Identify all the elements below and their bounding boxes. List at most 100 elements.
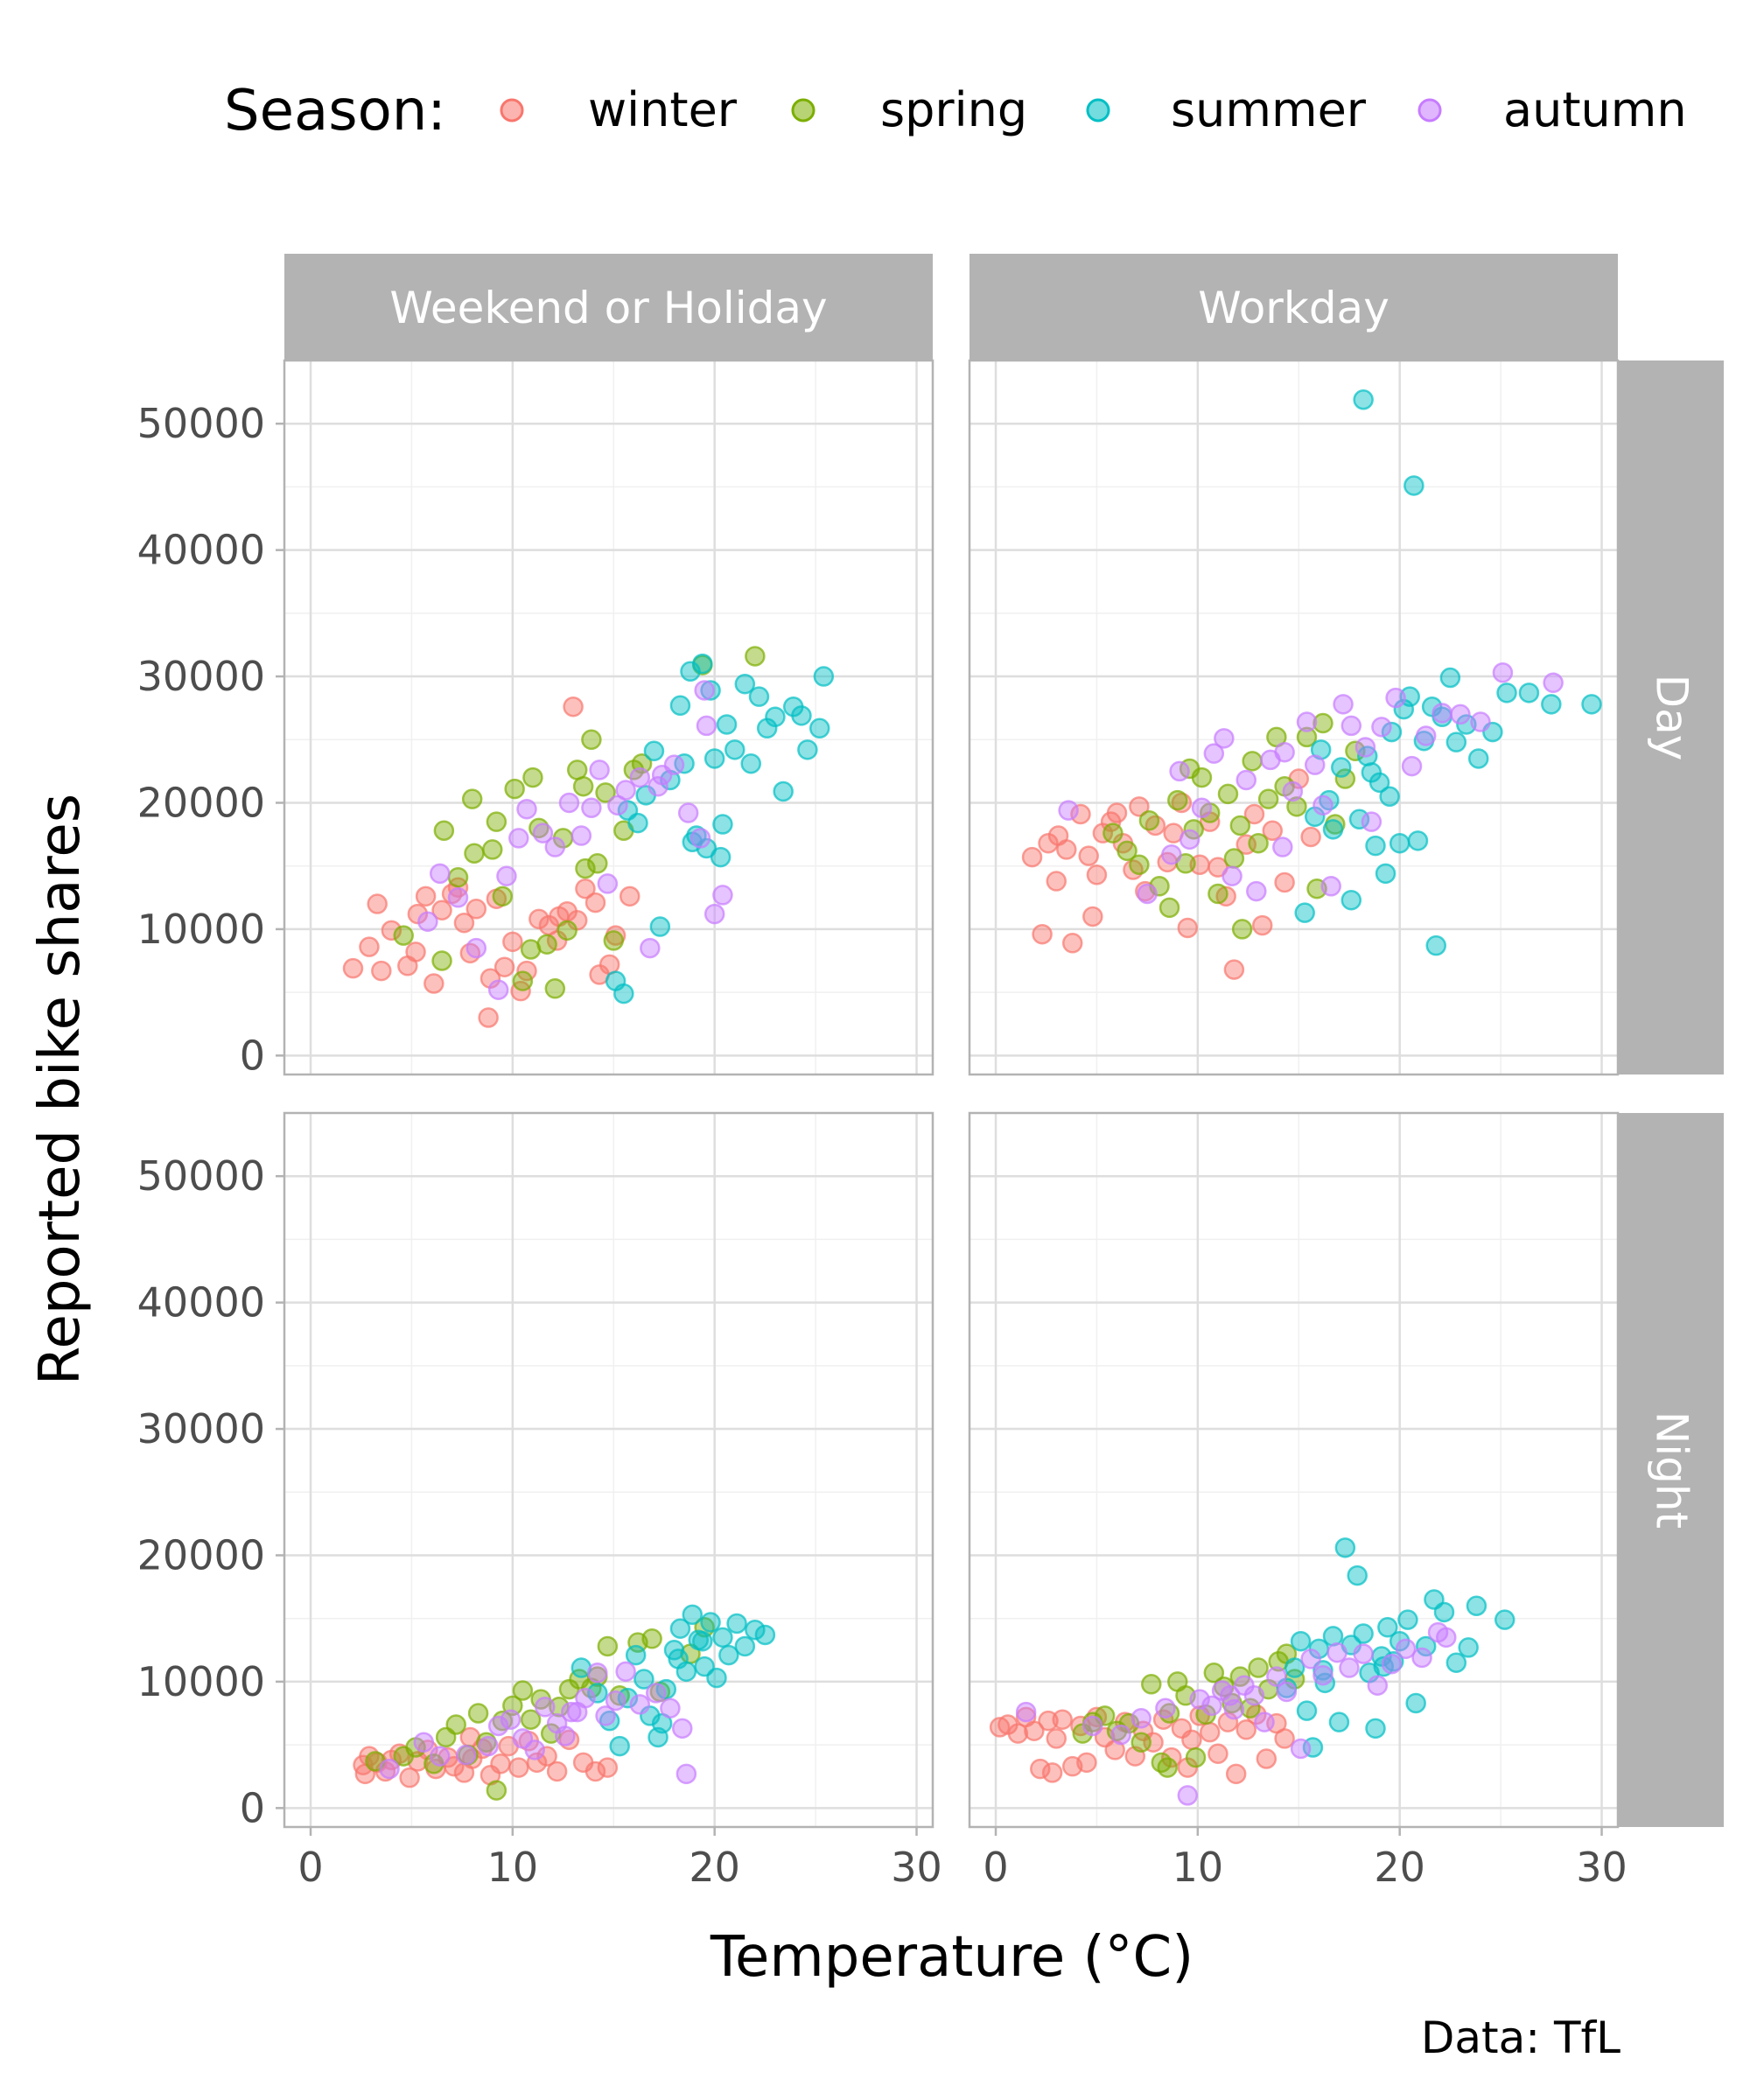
point-autumn (466, 937, 487, 959)
x-tick-label: 30 (1576, 1844, 1628, 1891)
point-winter (1177, 917, 1199, 939)
point-autumn (487, 1715, 509, 1737)
point-summer (643, 740, 665, 762)
point-spring (461, 788, 483, 809)
point-spring (556, 920, 578, 942)
point-summer (706, 1667, 727, 1689)
point-summer (1446, 732, 1467, 752)
point-autumn (629, 1694, 651, 1715)
point-summer (692, 653, 713, 675)
point-winter (1274, 872, 1295, 893)
point-autumn (1276, 1681, 1298, 1703)
point-spring (1167, 789, 1188, 811)
point-winter (1251, 914, 1273, 936)
point-autumn (1450, 704, 1471, 725)
point-autumn (1385, 687, 1406, 709)
legend: Season: winter spring summer autumn (224, 79, 1687, 144)
point-autumn (1339, 1657, 1360, 1678)
x-tick-label: 20 (1374, 1844, 1425, 1891)
point-autumn (535, 1697, 556, 1718)
point-summer (627, 812, 648, 834)
point-summer (669, 695, 691, 717)
point-autumn (532, 822, 554, 844)
point-summer (1381, 721, 1403, 743)
point-spring (1334, 768, 1356, 789)
point-summer (797, 739, 818, 760)
point-winter (1243, 803, 1265, 825)
point-winter (1274, 1728, 1295, 1749)
point-summer (1404, 475, 1424, 496)
point-summer (1296, 1700, 1318, 1721)
point-autumn (1312, 1664, 1334, 1686)
point-autumn (1333, 694, 1354, 715)
point-autumn (575, 1687, 596, 1709)
point-summer (1433, 1601, 1455, 1623)
point-autumn (1395, 1638, 1417, 1660)
point-spring (1248, 1657, 1269, 1678)
point-spring (1286, 796, 1307, 817)
point-summer (696, 837, 718, 859)
point-autumn (1201, 1695, 1222, 1717)
point-autumn (1415, 725, 1437, 746)
point-spring (492, 886, 514, 907)
point-autumn (694, 680, 715, 701)
point-spring (575, 858, 596, 879)
point-spring (486, 1780, 508, 1801)
y-tick-label: 30000 (137, 653, 265, 700)
point-autumn (1432, 703, 1452, 724)
strip-label: Night (1647, 1411, 1698, 1529)
point-autumn (660, 1698, 681, 1718)
point-summer (808, 718, 830, 739)
y-tick-label: 0 (240, 1032, 265, 1079)
point-summer (712, 814, 733, 835)
point-autumn (1543, 672, 1564, 694)
point-autumn (447, 887, 469, 908)
point-autumn (570, 825, 592, 846)
point-summer (745, 1619, 766, 1641)
point-summer (669, 1618, 691, 1640)
point-autumn (629, 766, 651, 788)
point-autumn (672, 1718, 693, 1740)
point-winter (1300, 826, 1321, 848)
point-autumn (1367, 1675, 1389, 1696)
point-autumn (429, 863, 451, 885)
point-winter (528, 908, 550, 930)
point-winter (353, 1754, 374, 1775)
point-spring (393, 925, 414, 946)
point-winter (431, 900, 452, 920)
point-autumn (1236, 769, 1257, 791)
y-tick-label: 30000 (137, 1405, 265, 1452)
point-winter (1181, 1729, 1202, 1751)
point-summer (1494, 1609, 1516, 1630)
panel-workday-night: 0 10 20 30 (968, 1111, 1628, 1891)
point-winter (1223, 959, 1245, 980)
point-winter (1061, 933, 1083, 954)
point-spring (512, 1680, 534, 1701)
point-summer (748, 686, 770, 707)
point-summer (1375, 863, 1396, 885)
point-summer (1348, 808, 1370, 830)
point-summer (609, 1735, 630, 1757)
point-autumn (645, 1683, 667, 1704)
point-summer (1361, 762, 1382, 783)
point-spring (445, 1714, 466, 1735)
point-spring (520, 1709, 542, 1730)
point-spring (597, 1635, 619, 1657)
point-summer (1415, 1635, 1437, 1657)
x-axis-title: Temperature (°C) (710, 1925, 1194, 1990)
point-autumn (524, 1740, 545, 1760)
point-summer (1467, 748, 1489, 769)
point-spring (595, 782, 616, 803)
point-spring (522, 766, 543, 788)
point-summer (712, 1627, 733, 1648)
point-autumn (1371, 717, 1392, 738)
point-summer (718, 1644, 739, 1666)
point-autumn (555, 1726, 576, 1746)
strip-workday: Workday (970, 254, 1618, 360)
point-autumn (589, 760, 610, 780)
point-autumn (597, 873, 619, 894)
point-autumn (1401, 755, 1423, 777)
point-spring (512, 970, 534, 991)
point-winter (584, 1760, 606, 1782)
point-spring (431, 950, 452, 971)
